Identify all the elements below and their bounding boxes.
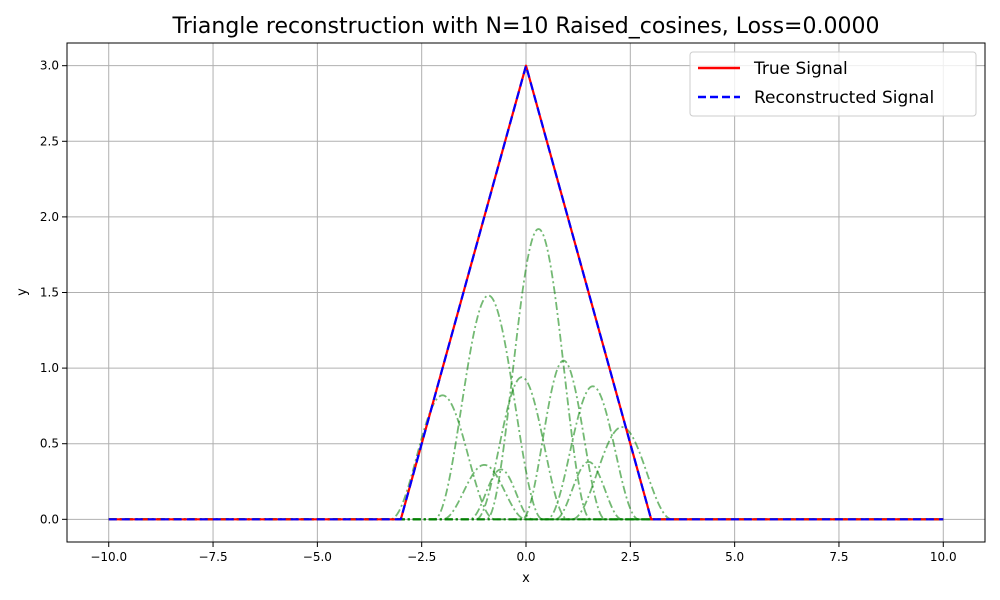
y-tick-label: 0.5 <box>40 437 59 451</box>
y-tick-label: 3.0 <box>40 59 59 73</box>
legend: True Signal Reconstructed Signal <box>689 51 977 117</box>
y-axis-ticks: 0.0 0.5 1.0 1.5 2.0 2.5 3.0 <box>40 59 67 526</box>
y-tick-label: 0.0 <box>40 512 59 526</box>
y-tick-label: 1.0 <box>40 361 59 375</box>
legend-box <box>689 51 977 117</box>
y-axis-label: y <box>15 288 30 296</box>
x-tick-label: −10.0 <box>90 550 127 564</box>
x-axis-ticks: −10.0 −7.5 −5.0 −2.5 0.0 2.5 5.0 7.5 10.0 <box>90 542 957 564</box>
x-tick-label: 10.0 <box>930 550 957 564</box>
y-tick-label: 1.5 <box>40 286 59 300</box>
plot-frame <box>66 42 986 543</box>
legend-label-reconstructed-signal: Reconstructed Signal <box>754 88 934 108</box>
chart-title: Triangle reconstruction with N=10 Raised… <box>172 14 880 39</box>
y-tick-label: 2.0 <box>40 210 59 224</box>
y-tick-label: 2.5 <box>40 134 59 148</box>
x-tick-label: 2.5 <box>621 550 640 564</box>
x-tick-label: 7.5 <box>829 550 848 564</box>
x-axis-label: x <box>522 571 530 586</box>
legend-label-true-signal: True Signal <box>753 59 848 79</box>
x-tick-label: −2.5 <box>407 550 436 564</box>
x-tick-label: −7.5 <box>198 550 227 564</box>
series-lines <box>108 64 944 521</box>
x-tick-label: 0.0 <box>516 550 535 564</box>
x-tick-label: −5.0 <box>303 550 332 564</box>
series-reconstructed-signal <box>108 64 944 521</box>
x-tick-label: 5.0 <box>725 550 744 564</box>
